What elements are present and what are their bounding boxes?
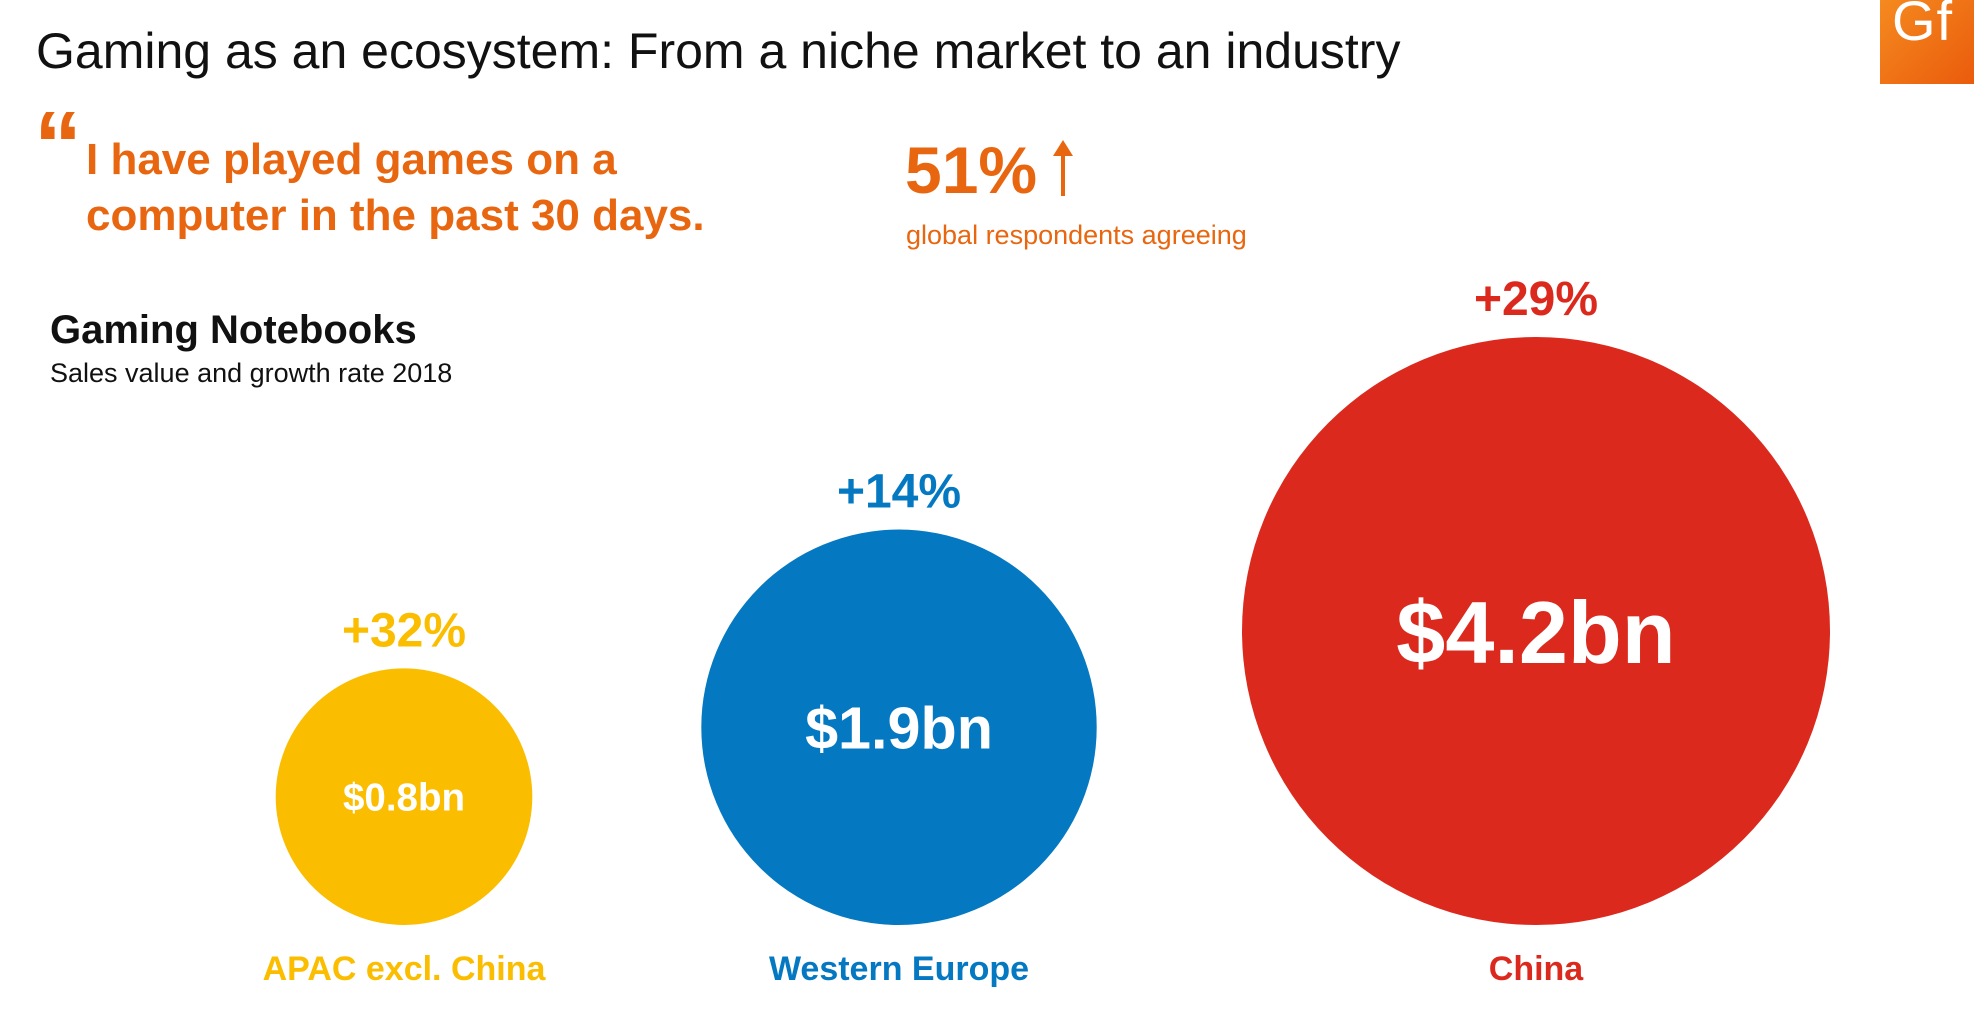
bubble-value-label: $1.9bn [805, 695, 993, 762]
category-label: Western Europe [769, 950, 1029, 988]
growth-rate-label: +14% [837, 466, 961, 519]
stat-label: global respondents agreeing [906, 220, 1247, 250]
bubble-3 [1242, 337, 1830, 925]
chart-subtitle: Sales value and growth rate 2018 [50, 358, 453, 388]
growth-rate-label: +29% [1474, 273, 1598, 326]
bubble-2 [701, 529, 1097, 925]
growth-rate-label: +32% [342, 604, 466, 657]
gfk-logo: Gf [1880, 0, 1974, 84]
slide-title: Gaming as an ecosystem: From a niche mar… [36, 23, 1401, 79]
bubble-value-label: $4.2bn [1396, 583, 1675, 682]
category-label: APAC excl. China [263, 950, 547, 988]
stat-value: 51% [905, 133, 1038, 207]
logo-text: Gf [1892, 0, 1954, 52]
category-label: China [1489, 950, 1585, 988]
bubble-1 [275, 668, 533, 925]
arrow-up-icon [1053, 140, 1073, 196]
survey-quote: I have played games on a computer in the… [86, 135, 705, 240]
quote-mark-icon: “ [34, 92, 82, 199]
bubble-value-label: $0.8bn [343, 777, 465, 820]
chart-title: Gaming Notebooks [50, 308, 417, 352]
